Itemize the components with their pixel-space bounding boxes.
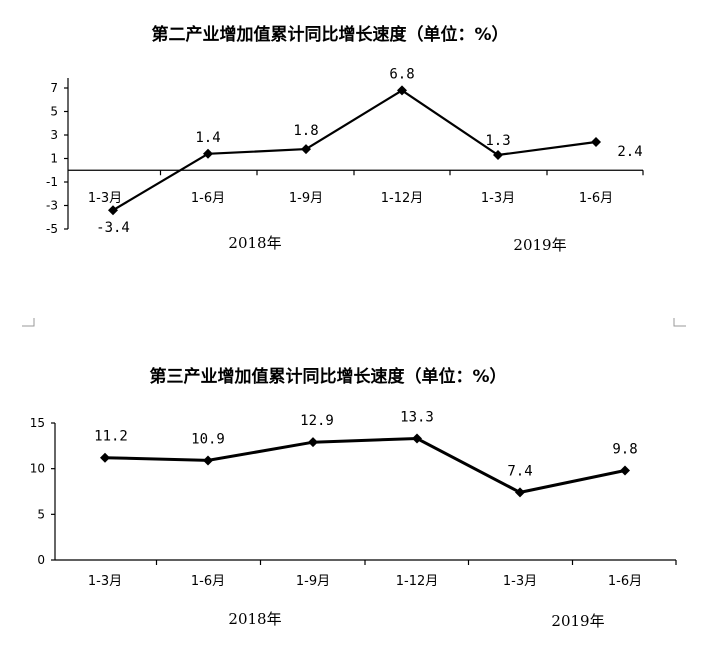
c2-category-label: 1-6月 <box>191 574 225 589</box>
chart1-series-line <box>112 89 597 212</box>
chart2-category-labels: 1-3月 1-6月 1-9月 1-12月 1-3月 1-6月 <box>88 574 642 589</box>
c1-y-tick-label: 3 <box>50 128 58 142</box>
c2-data-label: 9.8 <box>612 441 637 457</box>
c1-y-tick-label: -1 <box>46 175 58 189</box>
c2-data-point <box>620 465 630 476</box>
c1-data-label: 6.8 <box>389 66 414 82</box>
c1-category-label: 1-6月 <box>579 191 613 206</box>
c2-y-tick-label: 10 <box>30 462 45 476</box>
chart-tertiary-industry: 第三产业增加值累计同比增长速度（单位：%） 15 10 5 0 1-3月 1-6月 1-9… <box>30 366 677 630</box>
chart-secondary-industry: 第二产业增加值累计同比增长速度（单位：%） 7 5 3 1 -1 -3 -5 1-3月 1-6… <box>46 24 644 254</box>
chart2-axes <box>51 422 677 565</box>
c1-data-label: -3.4 <box>96 220 130 236</box>
c1-data-label: 1.8 <box>293 123 318 139</box>
c2-data-label: 12.9 <box>300 413 334 429</box>
chart2-title: 第三产业增加值累计同比增长速度（单位：%） <box>149 366 506 387</box>
c2-data-point <box>308 437 318 448</box>
c1-data-label: 2.4 <box>617 144 642 160</box>
c1-data-label: 1.3 <box>485 133 510 149</box>
c1-category-label: 1-3月 <box>88 191 122 206</box>
c2-data-point <box>412 433 422 444</box>
c1-y-tick-label: -5 <box>46 222 58 236</box>
c1-category-label: 1-6月 <box>191 191 225 206</box>
c2-category-label: 1-9月 <box>296 574 330 589</box>
chart2-y-tick-labels: 15 10 5 0 <box>30 416 45 567</box>
c1-y-tick-label: 1 <box>50 152 58 166</box>
c1-data-point <box>108 205 118 216</box>
c1-data-point <box>203 148 213 159</box>
c2-data-label: 10.9 <box>191 431 225 447</box>
c2-category-label: 1-3月 <box>503 574 537 589</box>
chart2-year-2019: 2019年 <box>551 612 604 630</box>
c2-y-tick-label: 0 <box>37 553 45 567</box>
chart2-data-labels: 11.2 10.9 12.9 13.3 7.4 9.8 <box>94 410 638 480</box>
c2-data-label: 7.4 <box>507 463 532 479</box>
chart1-data-labels: -3.4 1.4 1.8 6.8 1.3 2.4 <box>96 66 643 236</box>
c1-data-point <box>493 149 503 160</box>
corner-mark-right <box>673 318 686 327</box>
c2-category-label: 1-12月 <box>396 574 439 589</box>
c2-data-point <box>100 452 110 463</box>
chart1-axes <box>64 78 644 230</box>
c2-y-tick-label: 5 <box>37 507 45 521</box>
chart2-year-2018: 2018年 <box>228 610 281 628</box>
chart1-year-2018: 2018年 <box>228 234 281 252</box>
c2-data-point <box>515 487 525 498</box>
c1-y-tick-label: 7 <box>50 81 58 95</box>
chart1-year-2019: 2019年 <box>513 236 566 254</box>
c1-y-tick-label: -3 <box>46 199 58 213</box>
c2-data-label: 11.2 <box>94 429 128 445</box>
chart2-series-line <box>104 436 626 494</box>
c1-data-point <box>591 137 601 148</box>
c2-data-point <box>203 455 213 466</box>
c2-category-label: 1-6月 <box>608 574 642 589</box>
c1-category-label: 1-9月 <box>289 191 323 206</box>
chart1-title: 第二产业增加值累计同比增长速度（单位：%） <box>151 24 508 45</box>
c1-category-label: 1-12月 <box>381 191 424 206</box>
c1-data-label: 1.4 <box>195 130 220 146</box>
c1-category-label: 1-3月 <box>481 191 515 206</box>
c1-data-point <box>301 144 311 155</box>
c1-y-tick-label: 5 <box>50 105 58 119</box>
c2-category-label: 1-3月 <box>88 574 122 589</box>
chart1-category-labels: 1-3月 1-6月 1-9月 1-12月 1-3月 1-6月 <box>88 191 613 206</box>
c1-data-point <box>397 85 407 96</box>
chart2-markers <box>100 433 630 498</box>
c2-y-tick-label: 15 <box>30 416 45 430</box>
chart1-markers <box>108 85 601 216</box>
chart1-y-tick-labels: 7 5 3 1 -1 -3 -5 <box>46 81 58 236</box>
c2-data-label: 13.3 <box>400 410 434 426</box>
corner-mark-left <box>22 318 35 327</box>
